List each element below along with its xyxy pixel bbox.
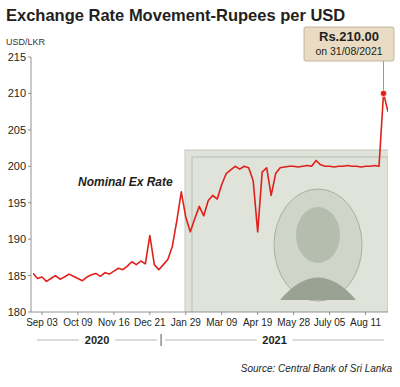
y-tick bbox=[28, 93, 31, 94]
x-tick-label: Dec 21 bbox=[134, 317, 166, 328]
group-rule bbox=[165, 340, 256, 341]
title: Exchange Rate Movement-Rupees per USD bbox=[6, 6, 345, 24]
y-tick-label: 190 bbox=[8, 233, 26, 245]
x-tick-label: Sep 03 bbox=[26, 317, 58, 328]
annotation-pointer bbox=[383, 61, 384, 90]
y-tick-label: 205 bbox=[8, 124, 26, 136]
annotation-box bbox=[304, 27, 394, 61]
series-label: Nominal Ex Rate bbox=[78, 175, 173, 189]
y-tick-label: 195 bbox=[8, 197, 26, 209]
y-tick-label: 185 bbox=[8, 270, 26, 282]
annotation-text: Rs.210.00 bbox=[319, 29, 379, 44]
x-tick bbox=[149, 312, 150, 315]
y-axis-label: USD/LKR bbox=[6, 37, 46, 47]
banknote-border bbox=[192, 157, 388, 312]
annotation-text: on 31/08/2021 bbox=[315, 45, 382, 57]
y-axis-line bbox=[31, 57, 32, 312]
y-tick-label: 210 bbox=[8, 87, 26, 99]
x-tick-label: July 05 bbox=[314, 317, 346, 328]
y-tick bbox=[28, 239, 31, 240]
x-tick-label: Mar 09 bbox=[206, 317, 238, 328]
x-tick-label: May 28 bbox=[277, 317, 310, 328]
x-group-label: 2021 bbox=[262, 334, 286, 346]
y-tick-label: 180 bbox=[8, 306, 26, 318]
x-tick bbox=[293, 312, 294, 315]
x-tick-label: Jan 29 bbox=[171, 317, 201, 328]
plot-area bbox=[33, 93, 388, 281]
x-tick-label: Oct 09 bbox=[63, 317, 93, 328]
group-separator bbox=[161, 334, 162, 346]
group-rule bbox=[115, 340, 157, 341]
group-rule bbox=[37, 340, 79, 341]
annotation-point bbox=[380, 90, 386, 96]
x-tick-label: Apr 19 bbox=[243, 317, 273, 328]
group-rule bbox=[293, 340, 384, 341]
y-tick bbox=[28, 129, 31, 130]
y-tick-label: 200 bbox=[8, 160, 26, 172]
banknote-decoration bbox=[185, 150, 388, 312]
y-tick bbox=[28, 275, 31, 276]
x-axis-line bbox=[31, 312, 388, 313]
y-tick bbox=[28, 202, 31, 203]
source: Source: Central Bank of Sri Lanka bbox=[241, 363, 393, 374]
y-tick bbox=[28, 312, 31, 313]
x-group-label: 2020 bbox=[85, 334, 109, 346]
banknote-shoulders bbox=[280, 278, 356, 301]
x-tick bbox=[41, 312, 42, 315]
x-tick-label: Nov 16 bbox=[98, 317, 130, 328]
chart: Exchange Rate Movement-Rupees per USD USD… bbox=[0, 0, 400, 387]
x-tick-label: Aug 11 bbox=[350, 317, 381, 328]
series-line bbox=[33, 93, 388, 281]
x-tick bbox=[365, 312, 366, 315]
x-tick bbox=[113, 312, 114, 315]
x-tick bbox=[185, 312, 186, 315]
y-tick-label: 215 bbox=[8, 51, 26, 63]
x-tick bbox=[77, 312, 78, 315]
banknote-portrait bbox=[274, 189, 362, 301]
banknote bbox=[185, 150, 388, 312]
x-tick bbox=[329, 312, 330, 315]
y-tick bbox=[28, 57, 31, 58]
x-tick bbox=[221, 312, 222, 315]
x-tick bbox=[257, 312, 258, 315]
y-tick bbox=[28, 166, 31, 167]
banknote-face bbox=[296, 207, 340, 263]
